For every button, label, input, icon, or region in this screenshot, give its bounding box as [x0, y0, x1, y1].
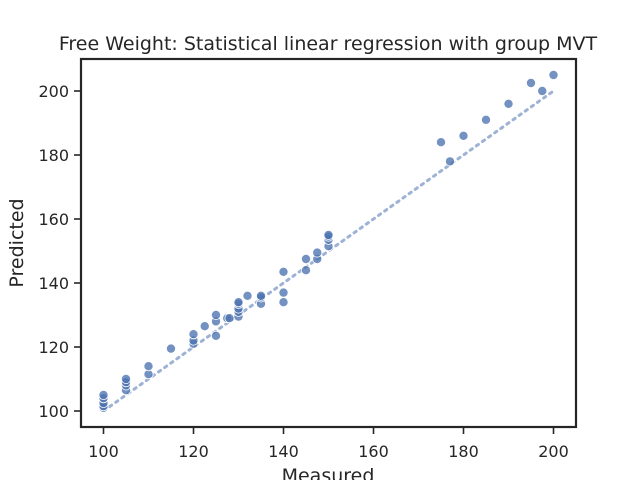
data-point — [165, 343, 176, 354]
data-point — [458, 130, 469, 141]
data-point — [444, 156, 455, 167]
chart-title: Free Weight: Statistical linear regressi… — [59, 33, 598, 55]
data-point — [526, 78, 537, 89]
y-tick-label: 160 — [38, 210, 69, 229]
data-point — [278, 297, 289, 308]
data-point — [224, 313, 235, 324]
x-tick-label: 100 — [88, 442, 119, 461]
plot-area — [98, 70, 559, 413]
x-tick-label: 140 — [268, 442, 299, 461]
data-point — [312, 247, 323, 258]
data-point — [255, 290, 266, 301]
data-point — [188, 329, 199, 340]
data-point — [435, 137, 446, 148]
data-point — [537, 86, 548, 97]
y-tick-label: 100 — [38, 402, 69, 421]
y-axis-label: Predicted — [6, 198, 28, 287]
data-point — [210, 330, 221, 341]
y-axis: 100 120 140 160 180 200 — [38, 82, 81, 421]
data-point — [503, 98, 514, 109]
plot-frame — [79, 57, 578, 429]
data-point — [278, 266, 289, 277]
data-point — [199, 321, 210, 332]
data-point — [143, 361, 154, 372]
x-tick-label: 160 — [358, 442, 389, 461]
x-axis-label: Measured — [282, 465, 375, 480]
y-tick-label: 180 — [38, 146, 69, 165]
data-point — [323, 229, 334, 240]
data-point — [233, 297, 244, 308]
data-point — [480, 114, 491, 125]
data-point — [278, 287, 289, 298]
data-point — [121, 373, 132, 384]
data-point — [300, 253, 311, 264]
data-point — [210, 309, 221, 320]
data-point — [300, 265, 311, 276]
data-points — [98, 70, 559, 413]
x-tick-label: 200 — [538, 442, 569, 461]
data-point — [548, 70, 559, 81]
x-axis: 100 120 140 160 180 200 — [88, 427, 569, 461]
y-tick-label: 200 — [38, 82, 69, 101]
y-tick-label: 140 — [38, 274, 69, 293]
x-tick-label: 120 — [178, 442, 209, 461]
data-point — [98, 389, 109, 400]
y-tick-label: 120 — [38, 338, 69, 357]
x-tick-label: 180 — [448, 442, 479, 461]
data-point — [242, 290, 253, 301]
